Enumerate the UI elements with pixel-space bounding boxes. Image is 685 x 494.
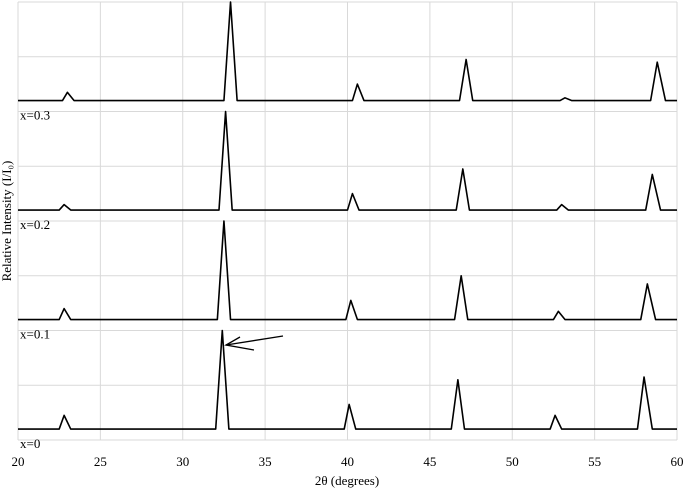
x-tick-label: 50 (506, 454, 519, 469)
series-label: x=0.1 (20, 327, 50, 342)
annotation-arrowhead (224, 336, 255, 351)
y-axis-label: Relative Intensity (I/I₀) (0, 161, 14, 282)
annotation-arrow (225, 335, 284, 346)
x-tick-label: 40 (341, 454, 354, 469)
series-label: x=0.2 (20, 217, 50, 232)
series-label: x=0.3 (20, 108, 50, 123)
x-tick-label: 35 (259, 454, 272, 469)
trace (18, 1, 677, 102)
series-label: x=0 (20, 436, 40, 451)
x-tick-label: 30 (176, 454, 189, 469)
x-tick-label: 25 (94, 454, 107, 469)
x-tick-label: 60 (671, 454, 684, 469)
x-axis-label: 2θ (degrees) (315, 473, 379, 488)
trace (18, 220, 677, 321)
trace (18, 110, 677, 211)
x-tick-label: 45 (423, 454, 436, 469)
x-tick-label: 55 (588, 454, 601, 469)
x-tick-label: 20 (12, 454, 25, 469)
trace (18, 329, 677, 430)
